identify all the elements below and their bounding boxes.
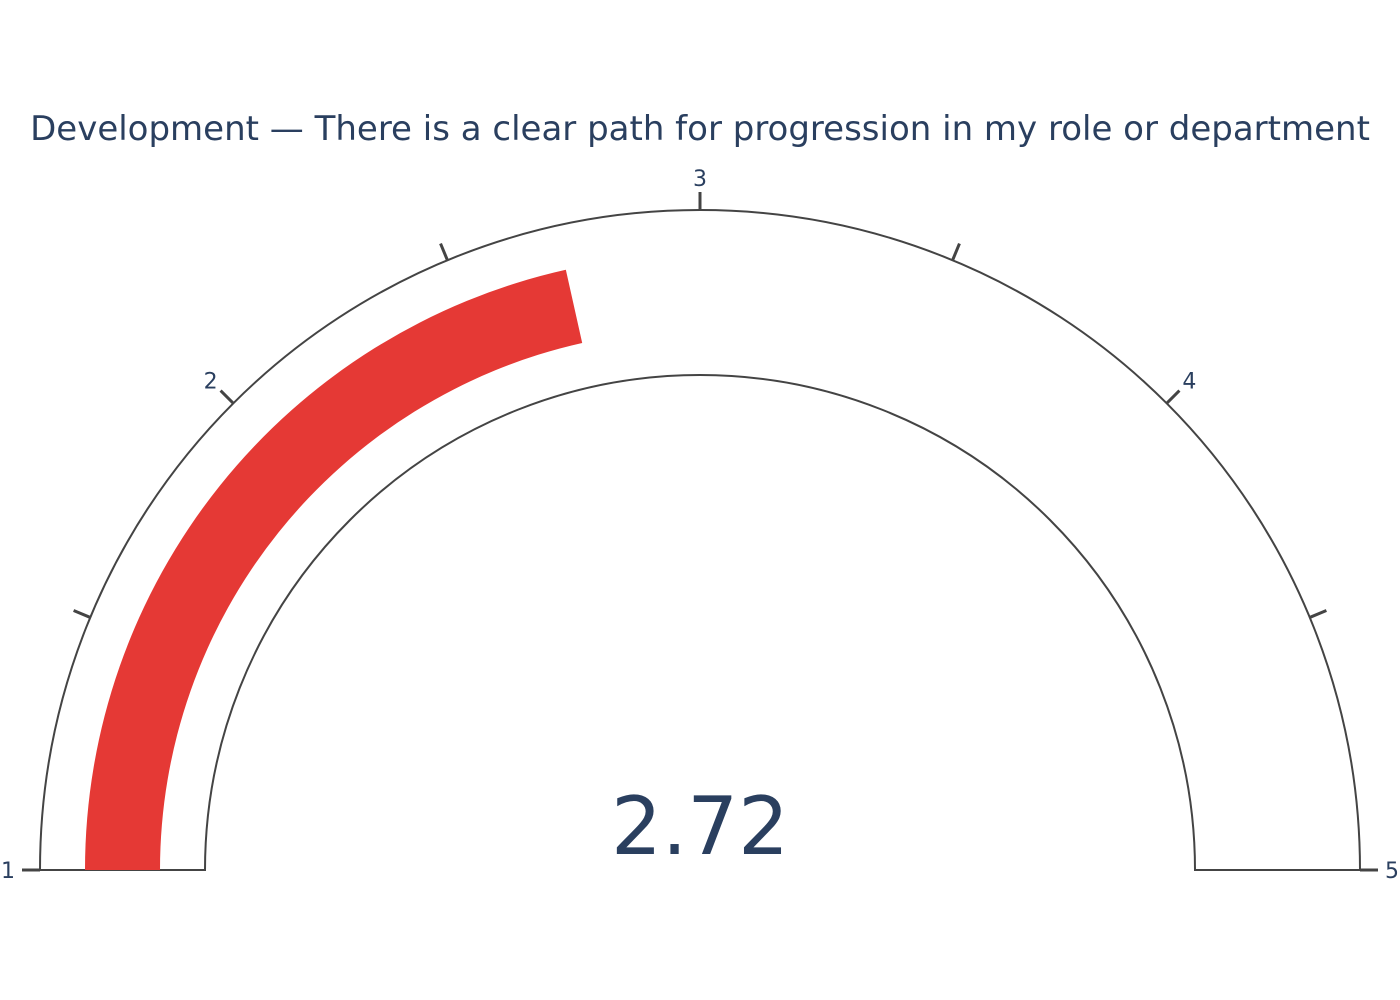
gauge-outline <box>38 209 1362 871</box>
gauge-tick-label: 3 <box>693 167 707 192</box>
gauge-tick <box>1309 609 1327 619</box>
gauge-value-bar <box>85 269 583 870</box>
gauge-tick <box>73 609 91 619</box>
gauge-ticks <box>22 192 1378 872</box>
gauge-tick-label: 5 <box>1385 859 1399 884</box>
gauge-tick <box>439 243 449 261</box>
gauge-tick <box>951 243 961 261</box>
gauge-tick <box>1165 389 1181 405</box>
chart-title: Development — There is a clear path for … <box>30 109 1370 149</box>
gauge-tick-label: 4 <box>1182 370 1196 395</box>
gauge-tick-label: 1 <box>1 859 15 884</box>
gauge-value-label: 2.72 <box>611 780 789 873</box>
gauge-tick <box>219 389 235 405</box>
gauge-tick-labels: 1 2 3 4 5 <box>1 167 1399 884</box>
gauge-tick-label: 2 <box>204 370 218 395</box>
